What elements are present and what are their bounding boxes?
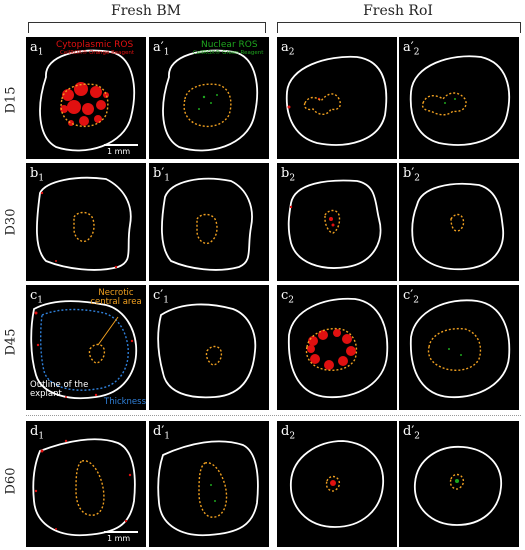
panel-label-b-prime-1: b′1 bbox=[153, 166, 171, 184]
panel-a-prime-1: Nuclear ROS CellROX® Green Reagent a′1 bbox=[149, 37, 269, 159]
panel-d2: d2 bbox=[277, 421, 397, 547]
panel-b-prime-2-image bbox=[411, 182, 504, 271]
panel-label-a-prime-1: a′1 bbox=[153, 40, 170, 58]
panel-d1: 1 mm d1 bbox=[26, 421, 146, 547]
panel-label-a2: a2 bbox=[281, 40, 295, 58]
panel-d1-image bbox=[32, 438, 136, 537]
scale-label-top: 1 mm bbox=[107, 147, 131, 156]
panel-d-prime-1-image bbox=[157, 440, 259, 537]
panel-label-c-prime-2: c′2 bbox=[403, 288, 419, 306]
panel-d-prime-2-image bbox=[414, 446, 502, 526]
panel-label-a-prime-2: a′2 bbox=[403, 40, 420, 58]
panel-c2-image bbox=[287, 297, 389, 398]
panel-label-d1: d1 bbox=[30, 424, 45, 442]
bracket-fresh-bm bbox=[28, 22, 266, 33]
row-label-d15: D15 bbox=[3, 86, 19, 114]
header-fresh-rol: Fresh RoI bbox=[363, 3, 433, 19]
panel-a1-image bbox=[39, 49, 136, 152]
panel-a1: Cytoplasmic ROS CellROX® Orange Reagent … bbox=[26, 37, 146, 159]
scale-bar-bottom bbox=[104, 531, 138, 533]
panel-a-prime-2-image bbox=[409, 55, 511, 146]
header-fresh-bm: Fresh BM bbox=[111, 3, 181, 19]
nuclear-ros-title: Nuclear ROS bbox=[201, 40, 258, 50]
necrotic-area-label: Necrotic central area bbox=[90, 288, 142, 307]
panel-d-prime-2: d′2 bbox=[399, 421, 519, 547]
panel-label-d2: d2 bbox=[281, 424, 296, 442]
panel-label-d-prime-2: d′2 bbox=[403, 424, 421, 442]
scale-bar-top bbox=[104, 144, 138, 146]
panel-c2: c2 bbox=[277, 285, 397, 410]
cyto-ros-title: Cytoplasmic ROS bbox=[56, 40, 134, 50]
panel-b-prime-1: b′1 bbox=[149, 163, 269, 281]
panel-c-prime-2: c′2 bbox=[399, 285, 519, 410]
row-label-d45: D45 bbox=[3, 328, 19, 356]
thickness-label: Thickness bbox=[104, 397, 146, 407]
panel-label-c1: c1 bbox=[30, 288, 44, 306]
panel-c-prime-2-image bbox=[409, 299, 511, 398]
panel-label-b-prime-2: b′2 bbox=[403, 166, 421, 184]
panel-a2: a2 bbox=[277, 37, 397, 159]
cyto-ros-reagent: CellROX® Orange Reagent bbox=[60, 50, 135, 56]
panel-label-c-prime-1: c′1 bbox=[153, 288, 169, 306]
panel-c1-image bbox=[30, 300, 138, 400]
panel-label-c2: c2 bbox=[281, 288, 295, 306]
panel-b-prime-1-image bbox=[161, 177, 253, 271]
panel-b-prime-2: b′2 bbox=[399, 163, 519, 281]
panel-c-prime-1: c′1 bbox=[149, 285, 269, 410]
panel-label-d-prime-1: d′1 bbox=[153, 424, 171, 442]
panel-b1: b1 bbox=[26, 163, 146, 281]
scale-label-bottom: 1 mm bbox=[107, 534, 131, 543]
panel-a-prime-2: a′2 bbox=[399, 37, 519, 159]
panel-label-a1: a1 bbox=[30, 40, 44, 58]
nuclear-ros-reagent: CellROX® Green Reagent bbox=[193, 50, 264, 56]
outline-label: Outline of the explant bbox=[30, 380, 89, 399]
panel-d-prime-1: d′1 bbox=[149, 421, 269, 547]
row-separator bbox=[26, 415, 521, 416]
panel-label-b2: b2 bbox=[281, 166, 296, 184]
row-label-d60: D60 bbox=[3, 467, 19, 495]
panel-c-prime-1-image bbox=[157, 303, 257, 399]
panel-b2: b2 bbox=[277, 163, 397, 281]
panel-label-b1: b1 bbox=[30, 166, 45, 184]
panel-a-prime-1-image bbox=[162, 49, 259, 152]
panel-d2-image bbox=[290, 440, 384, 528]
row-label-d30: D30 bbox=[3, 208, 19, 236]
panel-b1-image bbox=[36, 176, 132, 271]
panel-c1: Necrotic central area Outline of the exp… bbox=[26, 285, 146, 410]
bracket-fresh-rol bbox=[277, 22, 521, 33]
panel-b2-image bbox=[287, 179, 382, 269]
panel-a2-image bbox=[285, 55, 388, 146]
